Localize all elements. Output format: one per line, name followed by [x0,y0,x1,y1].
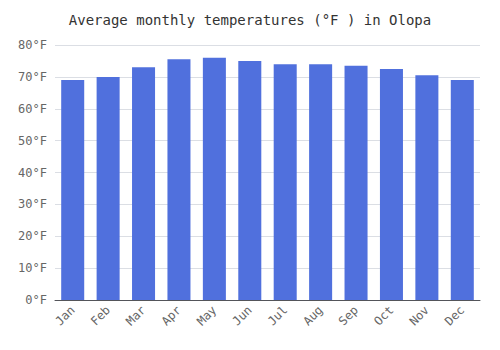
svg-text:70°F: 70°F [18,70,47,84]
svg-text:20°F: 20°F [18,229,47,243]
svg-text:60°F: 60°F [18,102,47,116]
svg-text:0°F: 0°F [25,293,47,307]
svg-text:Sep: Sep [336,303,361,328]
svg-text:40°F: 40°F [18,166,47,180]
svg-text:Jan: Jan [52,303,77,328]
svg-text:Dec: Dec [442,303,467,328]
svg-text:Mar: Mar [123,303,148,328]
svg-text:Apr: Apr [159,303,184,328]
svg-text:80°F: 80°F [18,38,47,52]
svg-text:Oct: Oct [371,303,396,328]
svg-text:10°F: 10°F [18,261,47,275]
svg-text:Feb: Feb [88,303,113,328]
svg-text:50°F: 50°F [18,134,47,148]
svg-text:Aug: Aug [300,303,325,328]
svg-text:Jul: Jul [265,303,290,328]
svg-text:Average monthly temperatures (: Average monthly temperatures (°F ) in Ol… [69,12,431,28]
svg-text:30°F: 30°F [18,197,47,211]
svg-text:May: May [194,303,219,328]
svg-text:Jun: Jun [230,303,255,328]
svg-text:Nov: Nov [407,303,432,328]
